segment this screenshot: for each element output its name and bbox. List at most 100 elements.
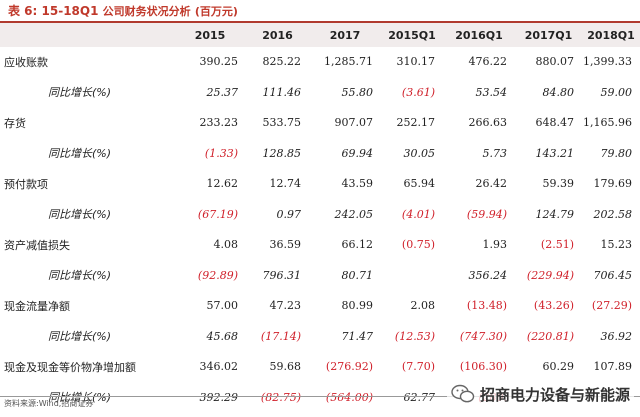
table-cell: 45.68 bbox=[206, 329, 239, 343]
row-label: 现金流量净额 bbox=[4, 299, 70, 313]
growth-row: 同比增长(%) (67.19) 0.97 242.05 (4.01) (59.94) 124… bbox=[0, 198, 640, 230]
table-cell: (59.94) bbox=[466, 207, 507, 221]
table-cell: 1,285.71 bbox=[324, 55, 373, 68]
table-cell: 47.23 bbox=[269, 299, 302, 312]
watermark-text: 招商电力设备与新能源 bbox=[479, 385, 630, 404]
table-cell: 60.29 bbox=[542, 360, 575, 373]
table-cell: (67.19) bbox=[197, 207, 238, 221]
table-cell: 796.31 bbox=[262, 268, 302, 282]
row-label: 现金及现金等价物净增加额 bbox=[4, 360, 136, 374]
table-cell: 648.47 bbox=[535, 116, 575, 129]
column-header: 2016Q1 bbox=[455, 28, 503, 42]
source-note: 资料来源:Wind,招商证券 bbox=[4, 399, 94, 408]
table-cell: 80.71 bbox=[341, 268, 374, 282]
table-cell: 179.69 bbox=[593, 177, 633, 190]
table-cell: 53.54 bbox=[475, 85, 508, 99]
table-cell: (43.26) bbox=[533, 299, 574, 312]
table-cell: 124.79 bbox=[535, 207, 575, 221]
table-cell: 2.08 bbox=[410, 299, 436, 312]
row-label: 预付款项 bbox=[4, 177, 48, 191]
table-cell: (747.30) bbox=[459, 329, 507, 343]
row-label: 同比增长(%) bbox=[48, 391, 112, 404]
table-cell: (13.48) bbox=[466, 299, 507, 312]
table-cell: 252.17 bbox=[396, 116, 436, 129]
header-row: 2015 2016 2017 2015Q1 2016Q1 2017Q1 2018Q1 bbox=[0, 23, 640, 47]
growth-row: 同比增长(%) 45.68 (17.14) 71.47 (12.53) (747.30) (… bbox=[0, 320, 640, 352]
table-cell: 143.21 bbox=[535, 146, 575, 160]
table-cell: 1,165.96 bbox=[583, 116, 632, 129]
metric-row: 应收账款 390.25 825.22 1,285.71 310.17 476.22 880.… bbox=[0, 47, 640, 76]
table-cell: 15.23 bbox=[600, 238, 633, 251]
table-cell: (276.92) bbox=[325, 360, 373, 373]
table-cell: 390.25 bbox=[199, 55, 239, 68]
table-cell: (564.00) bbox=[325, 390, 373, 404]
table-cell: (220.81) bbox=[526, 329, 574, 343]
wechat-logo-icon bbox=[451, 384, 475, 403]
row-label: 同比增长(%) bbox=[48, 208, 112, 221]
table-cell: 59.39 bbox=[542, 177, 575, 190]
table-cell: 12.62 bbox=[206, 177, 239, 190]
header-cell-blank bbox=[0, 23, 174, 47]
table-cell: 310.17 bbox=[396, 55, 436, 68]
table-cell: 346.02 bbox=[199, 360, 239, 373]
table-cell: 25.37 bbox=[206, 85, 239, 99]
metric-row: 存货 233.23 533.75 907.07 252.17 266.63 648.47 1,… bbox=[0, 108, 640, 137]
table-cell: (4.01) bbox=[401, 207, 435, 221]
metric-row: 资产减值损失 4.08 36.59 66.12 (0.75) 1.93 (2.51) 15.2… bbox=[0, 230, 640, 259]
metric-row: 现金及现金等价物净增加额 346.02 59.68 (276.92) (7.70) (10… bbox=[0, 352, 640, 381]
bottom-rule bbox=[0, 396, 640, 397]
table-cell: 107.89 bbox=[593, 360, 633, 373]
table-cell: (2.51) bbox=[540, 238, 574, 251]
row-label: 资产减值损失 bbox=[4, 238, 70, 252]
row-label: 存货 bbox=[4, 116, 26, 130]
table-cell bbox=[381, 259, 443, 291]
column-header: 2015Q1 bbox=[388, 28, 436, 42]
table-cell: 71.47 bbox=[341, 329, 374, 343]
table-cell: 62.77 bbox=[403, 390, 436, 404]
column-header: 2015 bbox=[194, 28, 226, 42]
table-cell: 55.80 bbox=[341, 85, 374, 99]
table-title: 表 6: 15-18Q1 公司财务状况分析 (百万元) bbox=[8, 2, 238, 20]
table-cell: (106.30) bbox=[459, 360, 507, 373]
column-header: 2016 bbox=[262, 28, 293, 42]
table-cell: (17.14) bbox=[260, 329, 301, 343]
table-cell: (92.89) bbox=[197, 268, 238, 282]
table-cell: 84.80 bbox=[542, 85, 575, 99]
title-unit: (百万元) bbox=[194, 5, 238, 18]
table-cell: 907.07 bbox=[334, 116, 374, 129]
table-cell: 233.23 bbox=[199, 116, 239, 129]
watermark: 招商电力设备与新能源 bbox=[446, 380, 634, 408]
title-period: 15-18Q1 bbox=[41, 4, 99, 18]
table-cell: 36.59 bbox=[269, 238, 302, 251]
table-cell: 43.59 bbox=[341, 177, 374, 190]
table-header: 2015 2016 2017 2015Q1 2016Q1 2017Q1 2018Q1 bbox=[0, 23, 640, 47]
table-cell: (3.61) bbox=[401, 85, 435, 99]
table-cell: 111.46 bbox=[262, 85, 302, 99]
table-cell: 36.92 bbox=[600, 329, 633, 343]
table-cell: (12.53) bbox=[394, 329, 435, 343]
table-cell: 12.74 bbox=[269, 177, 302, 190]
table-cell: 356.24 bbox=[468, 268, 508, 282]
header-band bbox=[0, 23, 640, 47]
table-cell: (1.33) bbox=[204, 146, 238, 160]
title-prefix: 表 6: bbox=[8, 4, 38, 18]
column-header: 2017Q1 bbox=[524, 28, 573, 42]
metric-row: 预付款项 12.62 12.74 43.59 65.94 26.42 59.39 179.69 bbox=[0, 169, 640, 198]
table-cell: (0.75) bbox=[401, 238, 435, 251]
title-rule bbox=[0, 21, 640, 23]
table-cell: 59.68 bbox=[269, 360, 302, 373]
table-cell: 202.58 bbox=[593, 207, 633, 221]
table-cell: 128.85 bbox=[262, 146, 302, 160]
table-cell: 1,399.33 bbox=[583, 55, 632, 68]
table-body: 应收账款 390.25 825.22 1,285.71 310.17 476.22 880.… bbox=[0, 47, 640, 413]
table-cell: 476.22 bbox=[468, 55, 508, 68]
row-label: 应收账款 bbox=[4, 55, 48, 69]
table-cell: 0.97 bbox=[276, 207, 302, 221]
row-label: 同比增长(%) bbox=[48, 147, 112, 160]
table-cell: 242.05 bbox=[334, 207, 374, 221]
financial-table: 2015 2016 2017 2015Q1 2016Q1 2017Q1 2018Q1 应收账… bbox=[0, 23, 640, 413]
row-label: 同比增长(%) bbox=[48, 269, 112, 282]
table-cell: (27.29) bbox=[591, 299, 632, 312]
table-cell: 30.05 bbox=[403, 146, 436, 160]
table-cell: 59.00 bbox=[600, 85, 633, 99]
